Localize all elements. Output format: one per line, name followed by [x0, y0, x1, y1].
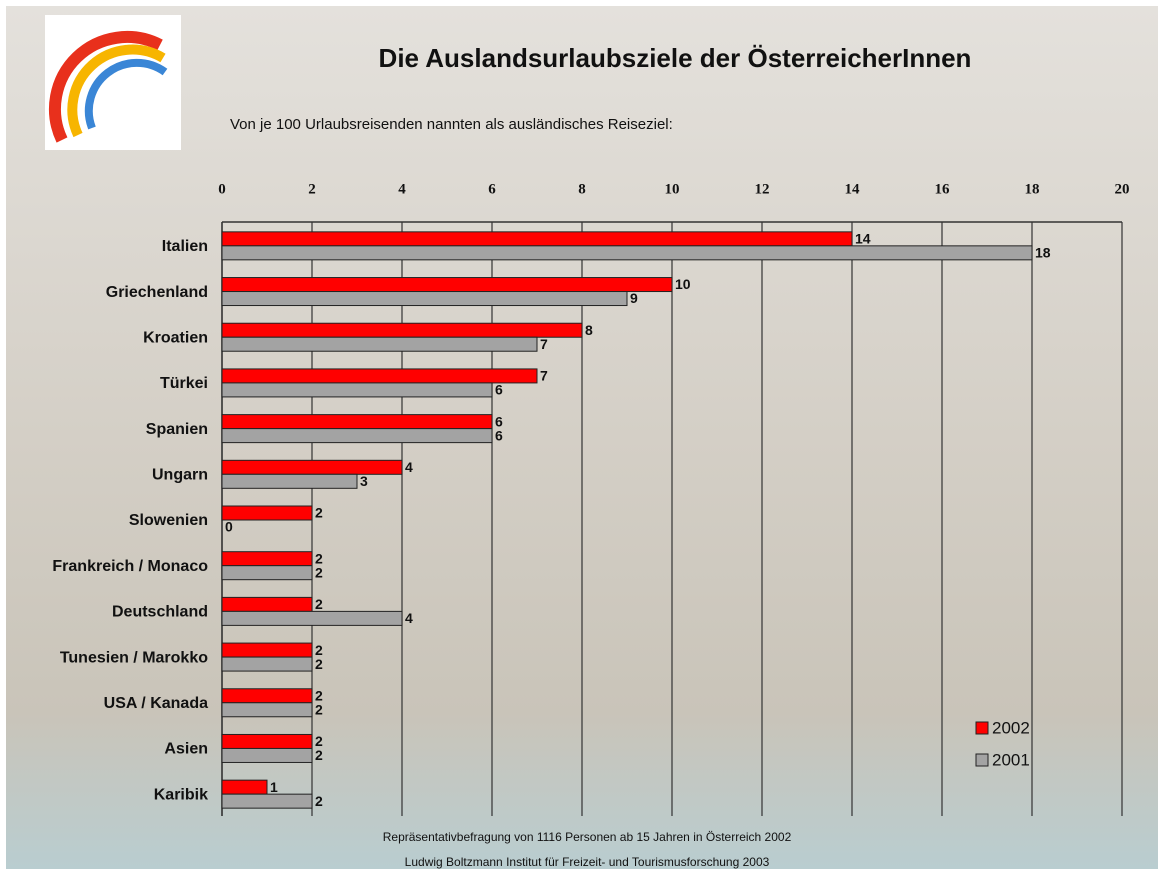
value-label: 18	[1035, 245, 1051, 261]
value-label: 8	[585, 322, 593, 338]
x-tick-label: 12	[755, 181, 770, 197]
chart: Die Auslandsurlaubsziele der Österreiche…	[0, 0, 1164, 875]
chart-title: Die Auslandsurlaubsziele der Österreiche…	[379, 43, 972, 73]
value-label: 2	[315, 505, 323, 521]
value-label: 6	[495, 427, 503, 443]
value-label: 2	[315, 564, 323, 580]
value-label: 6	[495, 382, 503, 398]
y-tick-label: Griechenland	[106, 284, 208, 301]
bar	[222, 292, 627, 306]
footnote: Repräsentativbefragung von 1116 Personen…	[383, 830, 792, 844]
x-tick-label: 8	[578, 181, 586, 197]
value-label: 9	[630, 290, 638, 306]
x-tick-label: 10	[665, 181, 680, 197]
value-label: 1	[270, 779, 278, 795]
bar	[222, 232, 852, 246]
x-tick-label: 16	[935, 181, 951, 197]
footnote: Ludwig Boltzmann Institut für Freizeit- …	[405, 855, 770, 869]
y-tick-label: Türkei	[160, 375, 208, 392]
bar	[222, 460, 402, 474]
bar	[222, 611, 402, 625]
value-label: 4	[405, 610, 413, 626]
bar	[222, 506, 312, 520]
value-label: 0	[225, 519, 233, 535]
value-label: 7	[540, 336, 548, 352]
bar	[222, 794, 312, 808]
subtitle: Von je 100 Urlaubsreisenden nannten als …	[230, 116, 673, 133]
x-tick-label: 0	[218, 181, 226, 197]
y-tick-label: Deutschland	[112, 604, 208, 621]
value-label: 10	[675, 276, 691, 292]
bar	[222, 734, 312, 748]
y-tick-label: Kroatien	[143, 329, 208, 346]
bar	[222, 552, 312, 566]
value-label: 2	[315, 596, 323, 612]
legend-label: 2001	[992, 750, 1030, 769]
bar	[222, 566, 312, 580]
y-tick-label: Karibik	[154, 786, 208, 803]
value-label: 4	[405, 459, 413, 475]
x-tick-label: 20	[1115, 181, 1130, 197]
bar	[222, 383, 492, 397]
value-label: 14	[855, 231, 871, 247]
y-tick-label: Ungarn	[152, 467, 208, 484]
value-label: 2	[315, 747, 323, 763]
y-tick-label: Slowenien	[129, 512, 208, 529]
bar	[222, 597, 312, 611]
value-label: 3	[360, 473, 368, 489]
value-label: 7	[540, 368, 548, 384]
y-tick-label: Asien	[164, 741, 208, 758]
x-tick-label: 2	[308, 181, 316, 197]
x-tick-label: 14	[845, 181, 861, 197]
y-tick-label: Italien	[162, 238, 208, 255]
bar	[222, 780, 267, 794]
value-label: 2	[315, 701, 323, 717]
bar	[222, 474, 357, 488]
bar	[222, 429, 492, 443]
y-tick-label: USA / Kanada	[104, 695, 208, 712]
bar	[222, 278, 672, 292]
bar	[222, 657, 312, 671]
x-tick-label: 4	[398, 181, 406, 197]
bar	[222, 246, 1032, 260]
bar	[222, 703, 312, 717]
x-tick-label: 6	[488, 181, 496, 197]
value-label: 2	[315, 793, 323, 809]
y-tick-label: Frankreich / Monaco	[52, 558, 208, 575]
legend-label: 2002	[992, 718, 1030, 737]
bar	[222, 689, 312, 703]
x-tick-label: 18	[1025, 181, 1040, 197]
logo	[45, 15, 181, 150]
bar	[222, 415, 492, 429]
value-label: 2	[315, 656, 323, 672]
y-tick-label: Spanien	[146, 421, 208, 438]
bar	[222, 643, 312, 657]
bar	[222, 748, 312, 762]
bar	[222, 323, 582, 337]
legend-swatch	[976, 754, 988, 766]
bar	[222, 369, 537, 383]
bar	[222, 337, 537, 351]
legend-swatch	[976, 722, 988, 734]
y-tick-label: Tunesien / Marokko	[60, 649, 208, 666]
